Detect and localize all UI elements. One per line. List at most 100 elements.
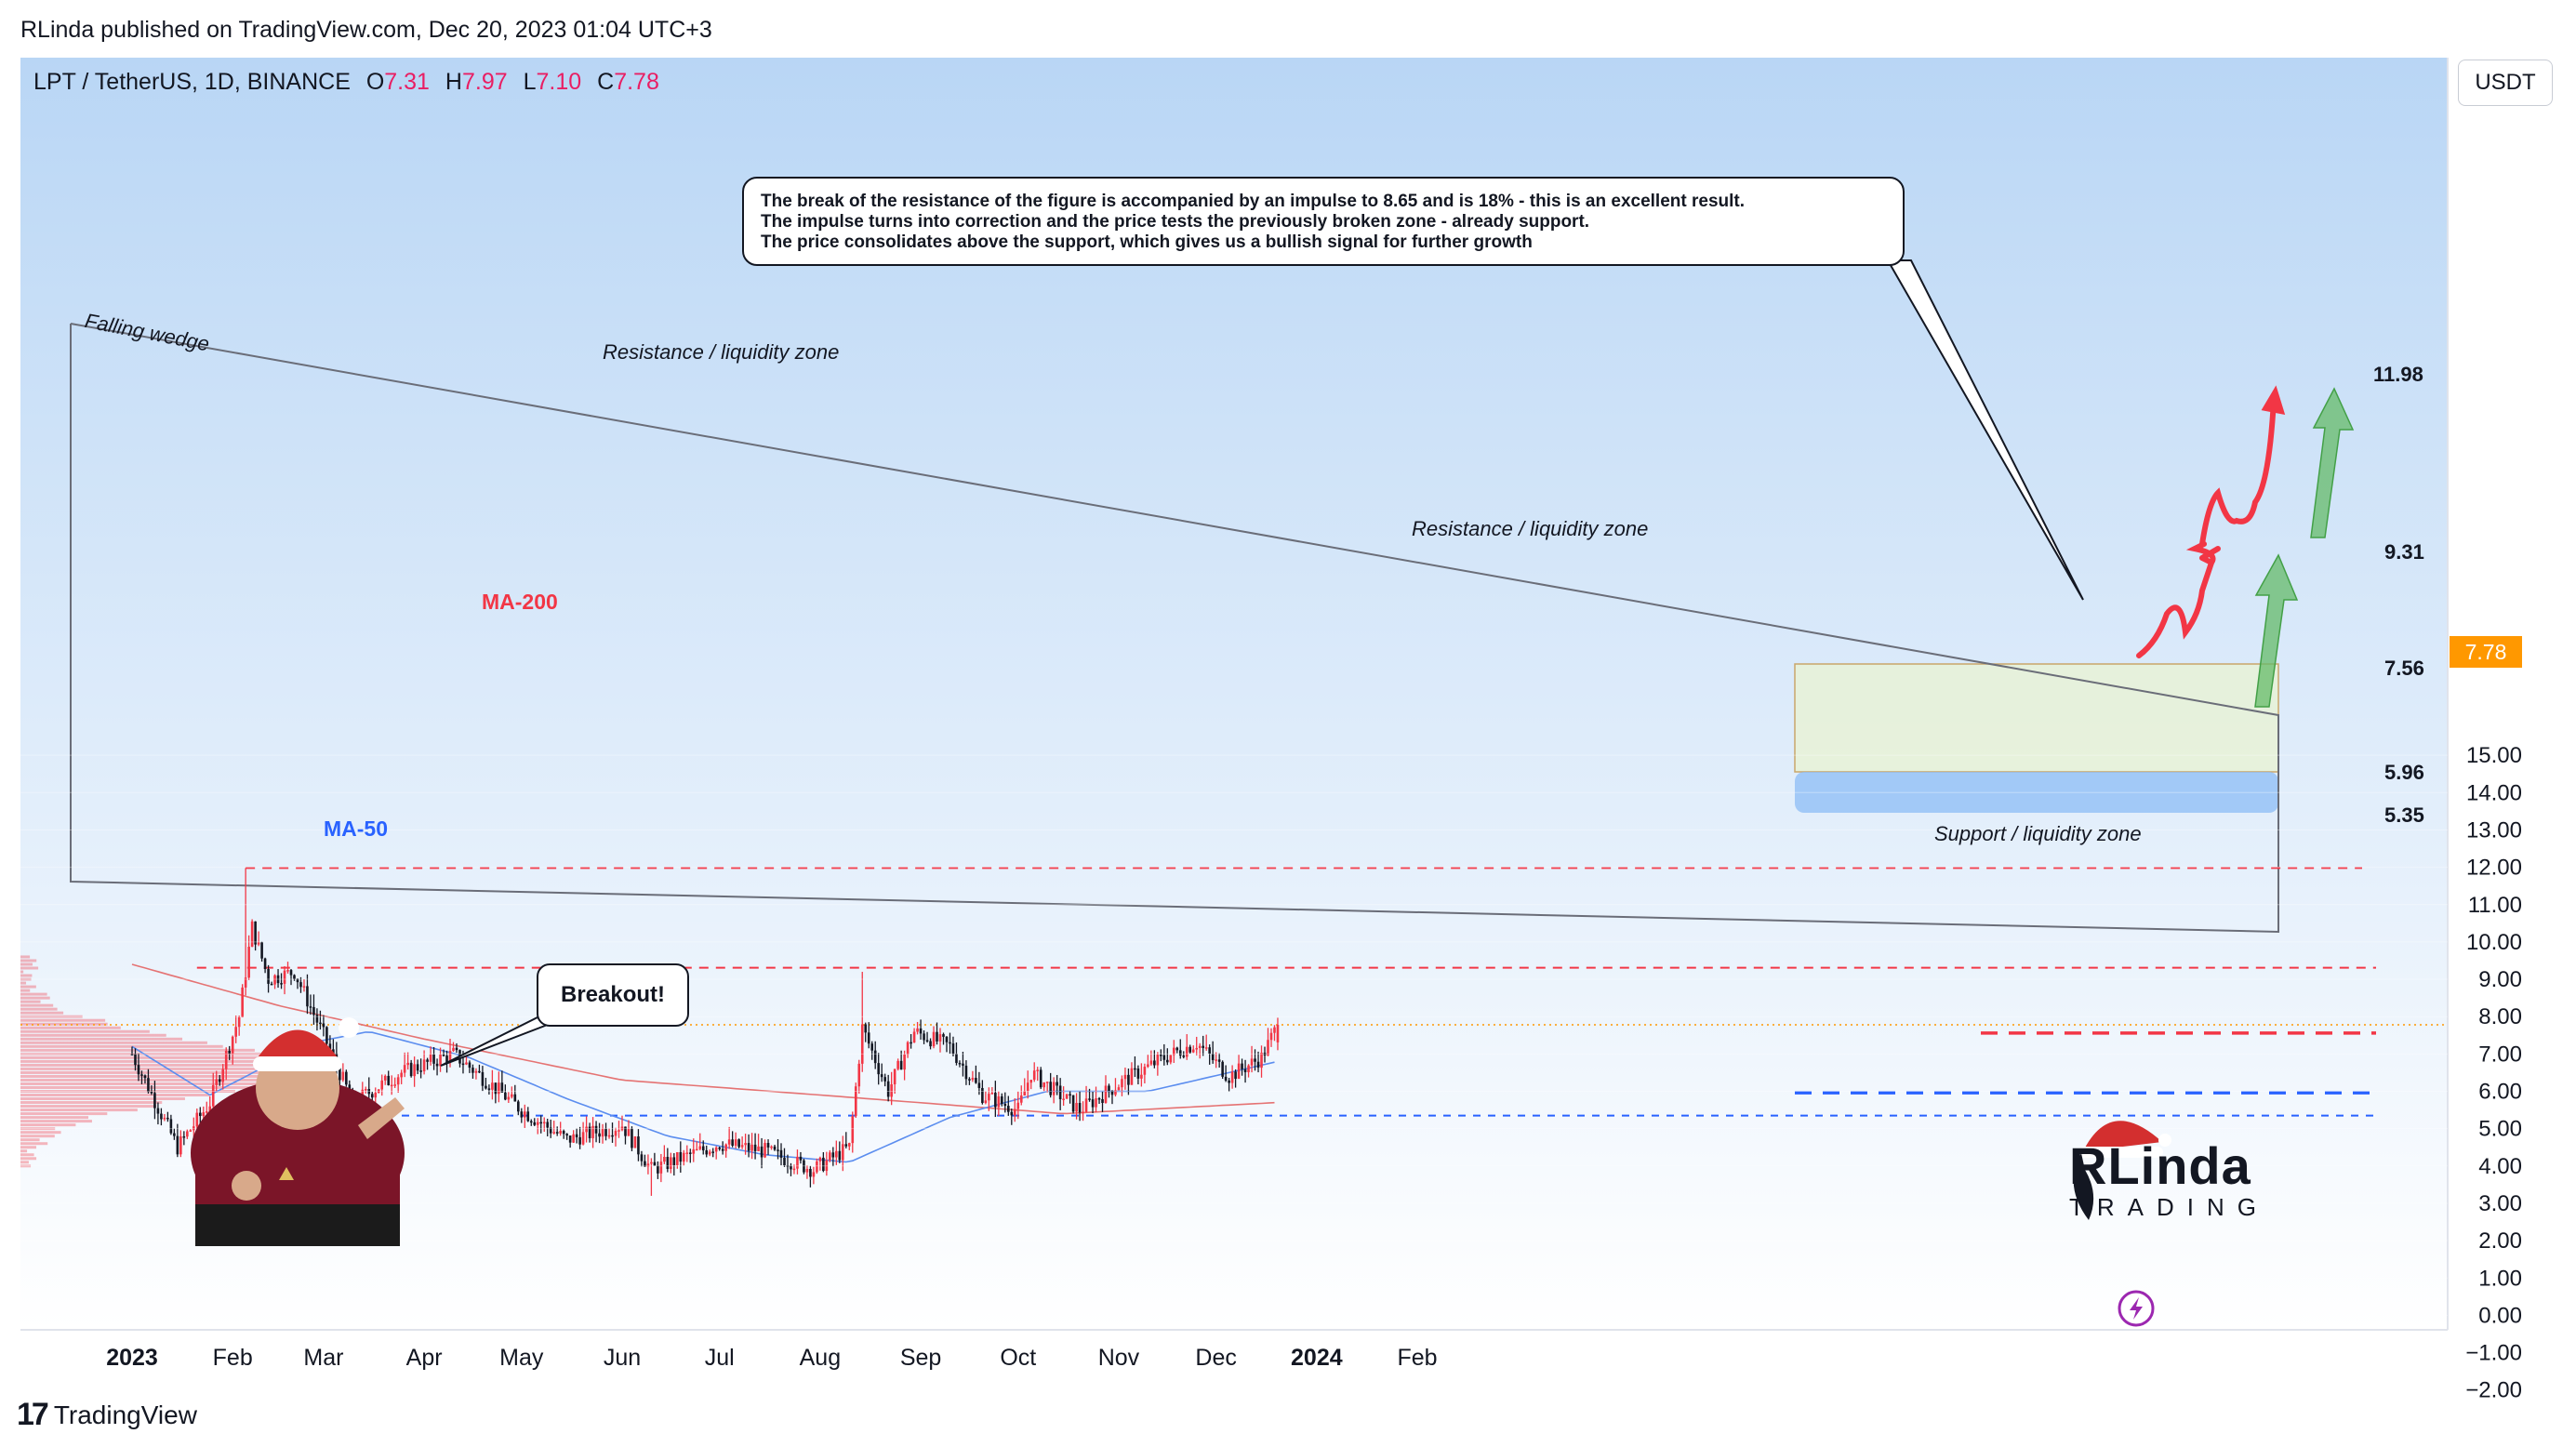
volume-bar (20, 1149, 27, 1152)
y-tick-label: 1.00 (2478, 1266, 2522, 1291)
candle-body (572, 1135, 575, 1143)
candle-body (735, 1139, 737, 1146)
candle-body (254, 922, 257, 945)
candle-body (819, 1158, 822, 1162)
x-tick-label: Dec (1195, 1345, 1236, 1371)
candle-body (393, 1084, 396, 1086)
candle-body (365, 1089, 367, 1091)
candle-body (903, 1055, 906, 1069)
candle-body (1208, 1047, 1211, 1054)
candle-body (683, 1153, 685, 1162)
candle-body (419, 1070, 422, 1072)
candle-body (1053, 1082, 1056, 1095)
ma200-label: MA-200 (482, 590, 558, 615)
symbol-title[interactable]: LPT / TetherUS, 1D, BINANCE (33, 69, 351, 95)
candle-body (166, 1118, 169, 1120)
candle-body (1131, 1069, 1134, 1085)
volume-bar (20, 967, 38, 970)
analysis-note: The break of the resistance of the figur… (742, 177, 1905, 266)
candle-body (1238, 1064, 1241, 1079)
candle-body (465, 1063, 468, 1065)
candle-body (157, 1108, 160, 1114)
candle-body (650, 1162, 653, 1164)
candle-body (1150, 1060, 1153, 1064)
candle-body (887, 1082, 890, 1097)
candle-body (816, 1162, 818, 1173)
note-line: The break of the resistance of the figur… (761, 192, 1886, 212)
volume-bar (20, 1004, 53, 1007)
candle-body (968, 1079, 971, 1081)
candle-body (988, 1094, 990, 1100)
candle-body (413, 1064, 416, 1076)
candle-body (1153, 1060, 1156, 1065)
candle-body (177, 1136, 179, 1155)
volume-bar (20, 1153, 34, 1156)
candle-body (325, 1027, 328, 1043)
candle-body (521, 1111, 524, 1117)
candle-body (1124, 1075, 1127, 1079)
candle-body (1020, 1095, 1023, 1103)
y-tick-label: 7.00 (2478, 1042, 2522, 1067)
candle-body (491, 1082, 494, 1090)
candle-body (316, 1015, 319, 1022)
y-tick-label: 2.00 (2478, 1228, 2522, 1254)
candle-body (196, 1113, 199, 1127)
candle-body (495, 1082, 498, 1094)
lightning-icon (2119, 1292, 2153, 1325)
candle-body (806, 1169, 809, 1173)
candle-body (741, 1145, 744, 1147)
resistance-mid-label: Resistance / liquidity zone (1412, 517, 1648, 541)
y-tick-label: 10.00 (2466, 930, 2522, 955)
footer-brand[interactable]: 17 TradingView (17, 1397, 197, 1433)
candle-body (1059, 1085, 1062, 1099)
volume-bar (20, 1138, 40, 1141)
candle-body (702, 1147, 705, 1150)
candle-body (569, 1135, 572, 1143)
volume-bar (20, 1112, 107, 1115)
candle-body (563, 1131, 565, 1134)
candle-body (293, 976, 296, 979)
y-tick-label: −1.00 (2465, 1341, 2522, 1366)
volume-bar (20, 1071, 288, 1074)
candle-body (835, 1151, 838, 1158)
candle-body (1188, 1047, 1191, 1053)
candle-body (134, 1055, 137, 1066)
candle-body (1228, 1081, 1230, 1083)
currency-button[interactable]: USDT (2458, 60, 2553, 106)
candle-body (637, 1136, 640, 1154)
candle-body (423, 1059, 426, 1071)
candle-body (1134, 1069, 1136, 1070)
candle-body (631, 1129, 633, 1148)
candle-body (565, 1134, 568, 1135)
candle-body (164, 1118, 166, 1120)
candle-body (832, 1152, 835, 1157)
candle-body (478, 1071, 481, 1073)
open-label: O (366, 69, 384, 95)
candle-body (654, 1162, 657, 1166)
candle-body (190, 1130, 193, 1132)
candle-body (1270, 1033, 1273, 1041)
candle-body (206, 1111, 208, 1113)
candle-body (1273, 1028, 1276, 1033)
candle-body (212, 1085, 215, 1107)
x-tick-label: Sep (900, 1345, 941, 1371)
y-tick-label: 4.00 (2478, 1154, 2522, 1179)
candle-body (1023, 1091, 1026, 1095)
candle-body (764, 1143, 766, 1157)
candle-body (1014, 1109, 1016, 1116)
candle-body (1175, 1048, 1178, 1051)
candle-body (813, 1172, 816, 1176)
candle-body (822, 1158, 825, 1171)
candle-body (290, 970, 293, 975)
candle-body (323, 1024, 325, 1028)
x-tick-label: 2023 (106, 1345, 158, 1371)
x-tick-label: Nov (1098, 1345, 1140, 1371)
candle-body (724, 1145, 727, 1151)
volume-bar (20, 1042, 207, 1044)
candle-body (1241, 1064, 1243, 1069)
candle-body (342, 1072, 345, 1081)
candle-body (750, 1145, 753, 1151)
candle-body (926, 1040, 929, 1042)
candle-body (514, 1095, 517, 1102)
candle-body (1157, 1055, 1160, 1065)
